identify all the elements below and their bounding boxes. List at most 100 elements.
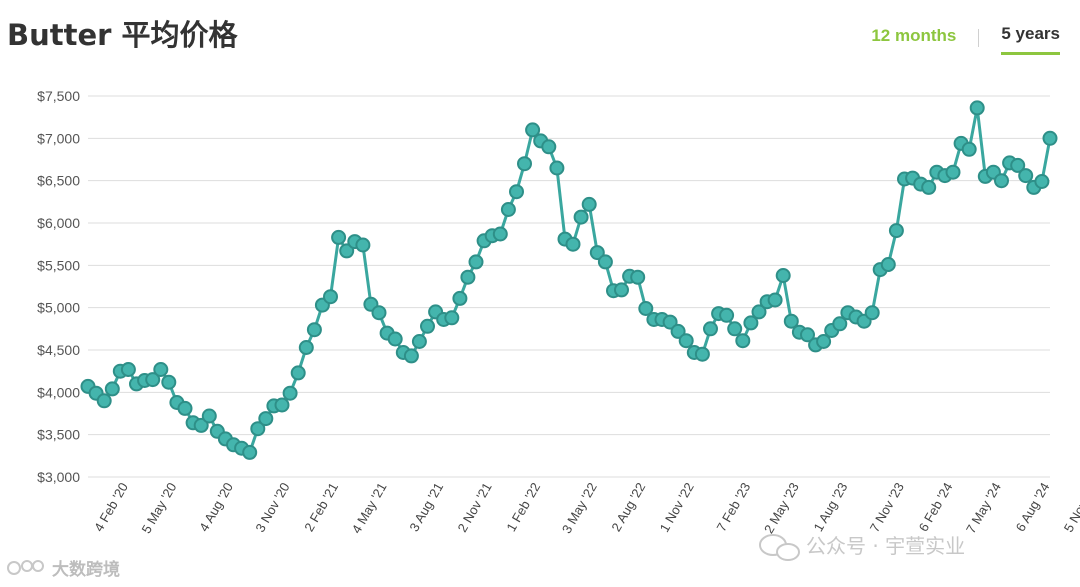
x-tick-label: 4 Feb '20: [91, 480, 131, 534]
data-point: [662, 314, 678, 330]
data-point: [177, 400, 193, 416]
tab-12-months[interactable]: 12 months: [871, 25, 957, 45]
x-tick-label: 1 Aug '23: [811, 480, 851, 534]
data-point: [323, 289, 338, 305]
data-point: [500, 202, 516, 217]
data-point: [460, 269, 476, 285]
y-tick-label: $5,500: [37, 257, 80, 273]
x-tick-label: 2 Aug '22: [608, 480, 648, 534]
data-point: [161, 374, 177, 390]
data-point: [411, 334, 427, 349]
x-tick-label: 4 May '21: [349, 480, 390, 536]
data-point: [258, 411, 274, 427]
data-point: [565, 236, 581, 252]
x-tick-label: 7 Feb '23: [714, 480, 754, 534]
data-point: [832, 316, 848, 332]
data-point: [104, 381, 120, 397]
watermark-right-text: 公众号 · 宇萱实业: [806, 534, 965, 558]
data-point: [638, 301, 654, 316]
data-point: [274, 397, 290, 413]
x-tick-label: 4 Aug '20: [196, 480, 236, 534]
y-tick-label: $7,000: [37, 130, 80, 146]
data-point: [573, 209, 589, 225]
data-point: [331, 229, 347, 245]
data-point: [880, 257, 896, 272]
y-tick-label: $5,000: [37, 300, 80, 316]
x-axis: 4 Feb '20 5 May '20 4 Aug '20 3 Nov '20 2 Fe…: [91, 480, 1080, 536]
data-point: [888, 223, 904, 239]
x-tick-label: 3 Aug '21: [406, 480, 446, 534]
data-point: [541, 139, 557, 155]
data-point: [517, 156, 532, 172]
x-tick-label: 2 Feb '21: [301, 480, 341, 534]
data-point: [630, 269, 646, 285]
data-point: [509, 184, 524, 200]
x-tick-label: 6 Feb '24: [916, 480, 956, 534]
wechat-icon: [759, 534, 800, 561]
x-tick-label: 5 May '20: [138, 480, 179, 536]
data-point: [864, 305, 880, 321]
data-points: [80, 100, 1058, 460]
data-point: [290, 365, 306, 381]
data-point: [800, 327, 815, 343]
data-point: [420, 318, 435, 334]
data-point: [201, 408, 217, 424]
data-point: [1018, 168, 1034, 184]
data-point: [694, 346, 710, 362]
x-tick-label: 3 Nov '20: [252, 480, 292, 535]
data-point: [339, 243, 355, 259]
x-tick-label: 5 Nov '24: [1061, 480, 1080, 535]
data-point: [945, 164, 961, 180]
data-point: [525, 122, 541, 138]
data-point: [153, 362, 169, 377]
data-point: [727, 321, 743, 337]
grid-lines: [88, 95, 1050, 478]
data-point: [250, 421, 266, 437]
x-tick-label: 6 Aug '24: [1013, 480, 1053, 534]
x-tick-label: 2 Nov '21: [454, 480, 494, 535]
data-point: [670, 323, 686, 339]
data-point: [703, 321, 718, 337]
watermark-left: 大数跨境: [7, 559, 120, 580]
data-point: [961, 141, 977, 157]
data-point: [994, 173, 1009, 189]
data-point: [751, 304, 767, 320]
data-point: [282, 385, 298, 401]
data-point: [735, 333, 751, 349]
data-point: [355, 237, 371, 253]
data-point: [767, 292, 783, 308]
data-point: [783, 313, 799, 329]
watermark-logo-icon: [7, 560, 44, 575]
data-point: [743, 315, 759, 331]
data-point: [444, 310, 460, 326]
y-axis: $3,000 $3,500 $4,000 $4,500 $5,000 $5,500 $6,0…: [37, 88, 80, 485]
watermark-left-text: 大数跨境: [52, 559, 120, 580]
data-point: [145, 372, 161, 388]
data-point: [581, 196, 597, 212]
data-point: [492, 226, 508, 242]
range-tabs: 12 months 5 years: [871, 20, 1060, 55]
data-point: [549, 160, 565, 176]
y-tick-label: $3,500: [37, 427, 80, 443]
data-point: [120, 362, 136, 377]
data-point: [403, 348, 419, 364]
y-tick-label: $4,500: [37, 342, 80, 358]
watermark-right: 公众号 · 宇萱实业: [759, 534, 965, 561]
data-point: [969, 100, 985, 116]
data-point: [371, 305, 387, 321]
data-point: [1010, 157, 1026, 173]
tab-5-years[interactable]: 5 years: [1001, 20, 1060, 55]
data-point: [468, 254, 484, 270]
data-point: [614, 282, 629, 298]
y-tick-label: $3,000: [37, 469, 80, 485]
data-point: [678, 333, 694, 349]
x-tick-label: 7 Nov '23: [867, 480, 907, 535]
data-point: [1042, 130, 1058, 146]
y-tick-label: $4,000: [37, 384, 80, 400]
y-tick-label: $6,500: [37, 173, 80, 189]
data-point: [306, 322, 322, 338]
x-tick-label: 1 Nov '22: [657, 480, 697, 535]
x-tick-label: 2 May '23: [761, 480, 802, 536]
